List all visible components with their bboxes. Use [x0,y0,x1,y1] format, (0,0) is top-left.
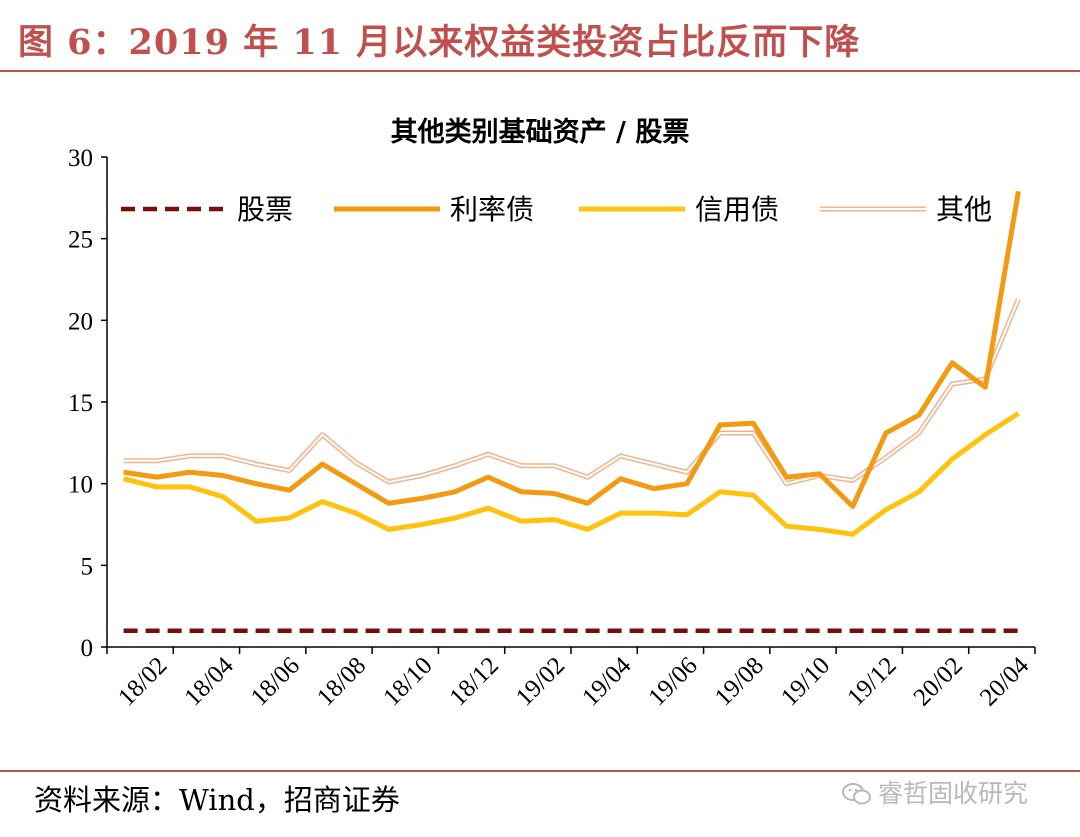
x-tick-label: 18/06 [246,652,305,711]
legend-label: 股票 [237,193,293,226]
y-tick-label: 25 [68,227,93,254]
y-tick-label: 5 [81,553,94,580]
x-tick-label: 19/06 [643,652,702,711]
x-tick-label: 18/12 [445,652,504,711]
watermark: 睿哲固收研究 [842,774,1028,810]
chart-series [123,190,1021,633]
y-tick-label: 20 [68,308,93,335]
legend-label: 其他 [936,193,992,226]
wechat-icon [842,783,871,805]
series-3-line [123,298,1021,487]
source-divider [0,770,1080,772]
x-tick-label: 19/08 [710,652,769,711]
x-tick-label: 20/02 [909,652,968,711]
y-tick-label: 10 [68,472,93,499]
watermark-text: 睿哲固收研究 [878,779,1029,808]
figure-title: 图 6：2019 年 11 月以来权益类投资占比反而下降 [18,22,861,63]
source-note: 资料来源：Wind，招商证券 [34,783,400,817]
legend-label: 信用债 [695,193,779,226]
y-tick-label: 30 [68,145,93,172]
x-tick-label: 19/04 [577,652,637,712]
series-1-line [123,190,1021,509]
chart-title: 其他类别基础资产 / 股票 [390,117,690,148]
chart-legend: 股票 利率债 信用债 其他 [121,193,992,226]
x-tick-label: 19/12 [842,652,901,711]
x-tick-label: 18/04 [179,652,239,712]
x-tick-label: 19/10 [776,652,835,711]
y-tick-label: 15 [68,390,93,417]
series-2-line [123,411,1020,537]
legend-label: 利率债 [450,193,534,226]
y-tick-label: 0 [81,635,94,662]
x-tick-label: 20/04 [975,652,1035,712]
x-tick-label: 18/10 [378,652,437,711]
x-tick-label: 19/02 [511,652,570,711]
x-tick-label: 18/08 [312,652,371,711]
x-tick-label: 18/02 [113,652,172,711]
title-divider [0,70,1080,72]
